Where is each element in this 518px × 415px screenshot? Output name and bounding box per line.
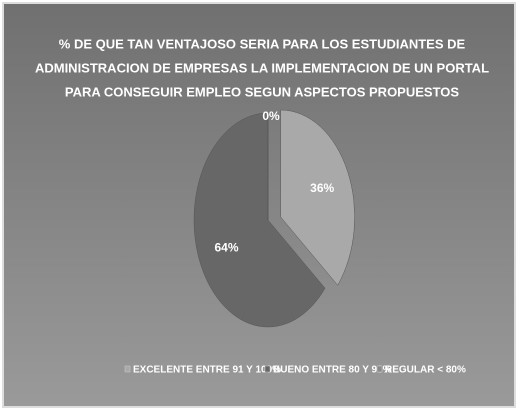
legend-marker xyxy=(376,365,383,373)
data-label: 64% xyxy=(214,240,238,254)
legend-marker xyxy=(264,365,271,373)
data-label: 36% xyxy=(310,181,334,195)
chart-title: PARA CONSEGUIR EMPLEO SEGUN ASPECTOS PRO… xyxy=(65,84,459,99)
legend-marker xyxy=(124,365,131,373)
chart-title: % DE QUE TAN VENTAJOSO SERIA PARA LOS ES… xyxy=(59,36,466,51)
legend-label: EXCELENTE ENTRE 91 Y 100% xyxy=(133,365,281,376)
legend-label: REGULAR < 80% xyxy=(385,365,466,376)
pie-slice xyxy=(280,109,355,286)
data-label: 0% xyxy=(262,109,280,123)
pie-slice xyxy=(193,112,326,328)
legend-label: BUENO ENTRE 80 Y 90% xyxy=(273,365,392,376)
chart-title: ADMINISTRACION DE EMPRESAS LA IMPLEMENTA… xyxy=(35,60,489,75)
